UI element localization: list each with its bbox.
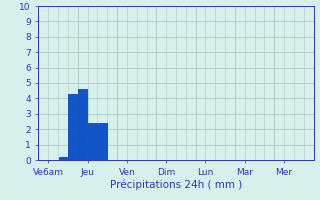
Bar	[98, 123, 107, 160]
Bar	[78, 89, 87, 160]
X-axis label: Précipitations 24h ( mm ): Précipitations 24h ( mm )	[110, 179, 242, 190]
Bar	[68, 94, 77, 160]
Bar	[59, 157, 68, 160]
Bar	[88, 123, 97, 160]
